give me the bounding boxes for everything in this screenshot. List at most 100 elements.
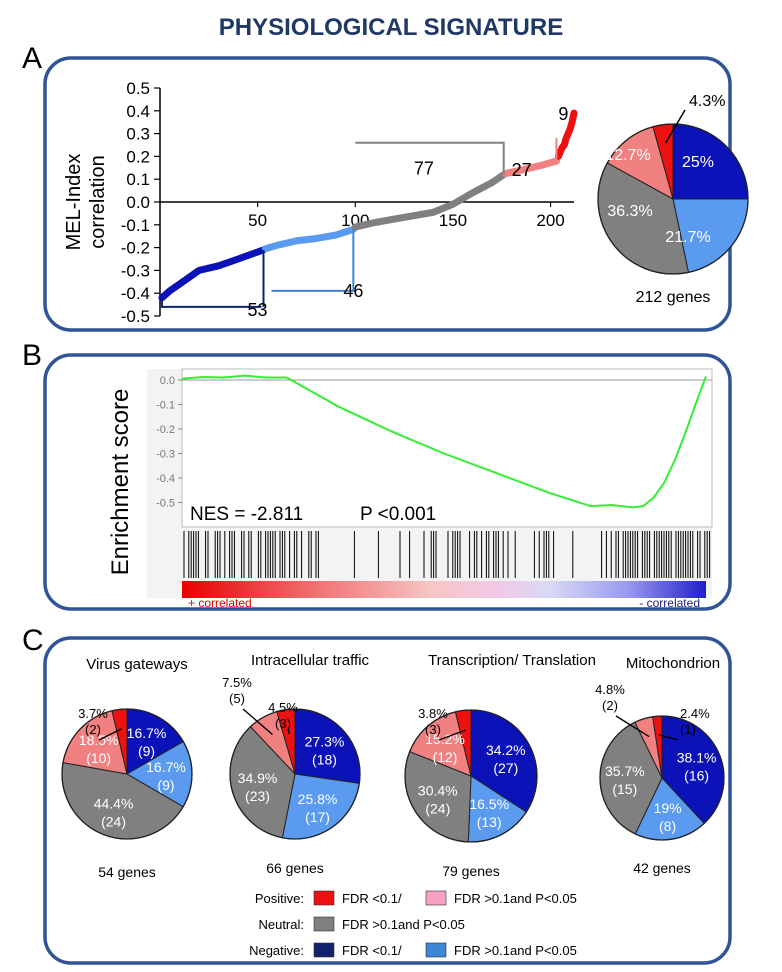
b-nes-label: NES = -2.811	[190, 504, 303, 525]
c-pie-count: (18)	[312, 751, 337, 767]
c-pie-pct: 3.8%	[418, 706, 448, 721]
a-x-tick-label: 200	[536, 211, 564, 230]
c-pie-pct: 18.5%	[79, 732, 119, 748]
c-legend-swatch	[313, 916, 335, 932]
c-pie-2: Transcription/ Translation 34.2% (27) 16.5%…	[404, 652, 596, 879]
b-y-tick-label: -0.3	[156, 449, 175, 461]
a-annot-line-77	[355, 141, 505, 175]
a-pie-label: 12.7%	[605, 147, 650, 164]
a-point-neutral	[352, 224, 358, 230]
a-point-pos_fdr	[563, 135, 569, 141]
a-point-neutral	[450, 201, 456, 207]
c-pie-1: Intracellular traffic 27.3% (18) 25.8% (17) 3…	[222, 652, 369, 876]
c-legend-item-label: FDR >0.1and P<0.05	[454, 943, 577, 958]
a-point-neg_fdr	[186, 274, 192, 280]
c-pie-count: (1)	[680, 722, 696, 737]
a-x-tick-label: 50	[248, 211, 267, 230]
c-pie-pct: 25.8%	[298, 791, 338, 807]
c-pie-pct: 3.7%	[78, 706, 108, 721]
c-legend-item-label: FDR >0.1and P<0.05	[342, 917, 465, 932]
panel-b-letter: B	[22, 339, 42, 372]
c-pie-pct: 16.7%	[146, 759, 186, 775]
c-pie-pct: 4.5%	[268, 700, 298, 715]
b-y-tick-label: -0.4	[156, 473, 175, 485]
a-annot-line-53	[160, 297, 262, 308]
c-pie-pct: 30.4%	[418, 783, 458, 799]
c-pie-count: (15)	[612, 781, 637, 797]
a-point-pos_fdr	[571, 110, 577, 116]
b-pvalue-label: P <0.001	[360, 504, 436, 525]
a-pie-label: 25%	[682, 154, 714, 171]
a-point-pos_fdr	[561, 142, 567, 148]
a-point-neg_fdr	[235, 256, 241, 262]
c-pie-count: (27)	[493, 760, 518, 776]
c-pie-pct: 35.7%	[605, 763, 645, 779]
b-y-tick-label: -0.2	[156, 424, 175, 436]
a-annot-line-46	[271, 229, 355, 292]
a-point-pos_p	[518, 167, 524, 173]
c-pie-count: (2)	[85, 722, 101, 737]
a-y-tick-label: 0.5	[126, 79, 150, 98]
c-pie-pct: 16.7%	[127, 725, 167, 741]
b-plot-area	[181, 368, 713, 528]
c-pie-count: (24)	[425, 801, 450, 817]
c-pie-3-outline	[599, 715, 725, 841]
c-pie-count: (5)	[229, 691, 245, 706]
c-pie-1-outline	[229, 708, 361, 840]
c-pie-count: (3)	[275, 716, 291, 731]
panel-c-letter: C	[22, 624, 44, 657]
c-pie-pct: 19%	[654, 800, 682, 816]
c-pie-0: Virus gateways16.7%(9)16.7%(9)44.4%(24)1…	[61, 656, 193, 880]
a-y-tick-label: -0.2	[121, 239, 150, 258]
b-y-tick-label: -0.1	[156, 400, 175, 412]
c-legend-row-label: Neutral:	[258, 917, 304, 932]
b-y-axis-label: Enrichment score	[107, 389, 134, 576]
c-legend-item-label: FDR >0.1and P<0.05	[454, 891, 577, 906]
a-point-neutral	[391, 216, 397, 222]
c-pie-title: Intracellular traffic	[251, 652, 370, 669]
a-pie-label: 4.3%	[689, 93, 725, 110]
a-annot-label: 77	[414, 159, 434, 179]
b-enrichment-line	[181, 374, 707, 509]
a-point-neg_p	[313, 235, 319, 241]
c-pie-2-outline	[404, 709, 538, 843]
a-pie-label: 36.3%	[607, 203, 652, 220]
c-legend-swatch	[313, 890, 335, 906]
c-pie-3: Mitochondrion 38.1% (16) 19% (8) 35.7% (15) 4.8…	[595, 655, 725, 876]
c-pie-count: (3)	[425, 722, 441, 737]
b-rank-bar	[182, 581, 706, 598]
c-legend-item-label: FDR <0.1/	[342, 891, 402, 906]
c-pie-count: (23)	[245, 788, 270, 804]
c-pie-count: (9)	[157, 777, 174, 793]
b-y-tick-label: -0.5	[156, 498, 175, 510]
c-pie-count: (12)	[433, 749, 458, 765]
a-y-axis-label-line: MEL-Index	[63, 154, 85, 251]
a-annot-label: 9	[558, 104, 568, 124]
c-pie-leader	[658, 734, 679, 741]
c-pie-count: (2)	[602, 698, 618, 713]
a-y-axis-label-line: correlation	[87, 155, 109, 248]
c-pie-count: (8)	[659, 818, 676, 834]
c-pie-title: Mitochondrion	[626, 655, 720, 672]
a-annot-label: 27	[512, 160, 532, 180]
c-pie-pct: 27.3%	[305, 733, 345, 749]
c-pie-pct: 34.2%	[486, 742, 526, 758]
a-point-neg_fdr	[167, 288, 173, 294]
a-y-tick-label: 0.3	[126, 125, 150, 144]
a-x-tick-label: 150	[439, 211, 467, 230]
c-legend-row-label: Negative:	[249, 943, 304, 958]
a-y-tick-label: 0.2	[126, 147, 150, 166]
c-pie-caption: 66 genes	[266, 860, 324, 876]
a-point-neg_p	[274, 242, 280, 248]
a-annot-label: 53	[248, 300, 268, 320]
c-pie-leader	[615, 715, 650, 738]
a-point-neg_fdr	[196, 267, 202, 273]
a-annot-label: 46	[343, 281, 363, 301]
c-pie-pct: 44.4%	[94, 796, 134, 812]
c-legend-row-label: Positive:	[255, 891, 304, 906]
c-pie-caption: 79 genes	[442, 863, 500, 879]
a-point-neutral	[411, 213, 417, 219]
a-pie-outline	[597, 123, 749, 275]
c-pie-caption: 42 genes	[633, 860, 691, 876]
